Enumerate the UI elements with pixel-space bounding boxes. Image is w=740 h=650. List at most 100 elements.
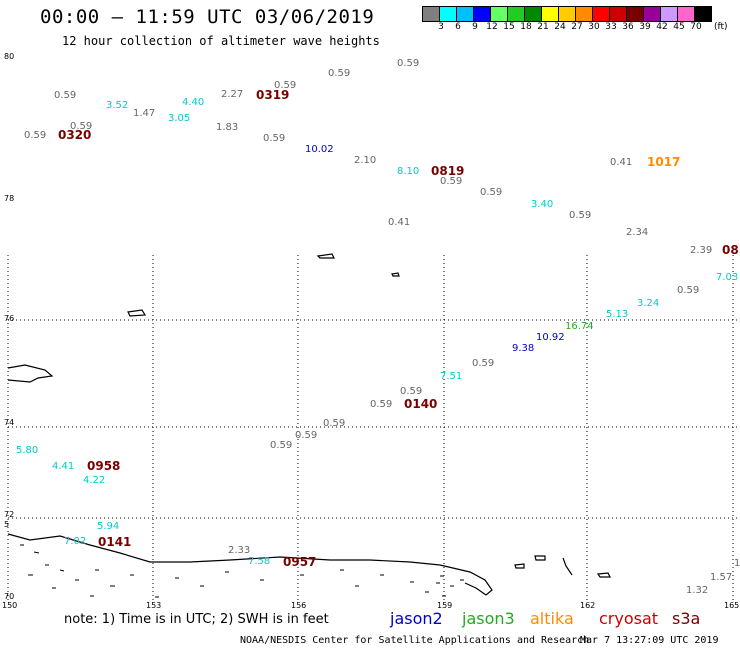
obs-label: 2.33 (228, 545, 251, 556)
island-d (596, 572, 611, 578)
satellite-cryosat: cryosat (599, 609, 659, 628)
legend-label: 21 (537, 22, 549, 32)
obs-label: 0.59 (569, 210, 592, 221)
legend-swatch (423, 7, 440, 21)
coastline-west-island (7, 364, 54, 383)
obs-label: 4.41 (52, 461, 75, 472)
obs-label: 7.03 (716, 272, 739, 283)
lat-label-80: 80 (4, 52, 15, 61)
obs-label: 0.59 (70, 121, 93, 132)
obs-label: 0.59 (400, 386, 423, 397)
obs-label: 9.38 (512, 343, 535, 354)
obs-label: 0.59 (24, 130, 47, 141)
page-title: 00:00 – 11:59 UTC 03/06/2019 (40, 6, 375, 28)
legend-swatch (678, 7, 695, 21)
island-e (514, 563, 525, 569)
legend-label: 39 (639, 22, 651, 32)
obs-label: 1.32 (686, 585, 709, 596)
obs-label: 5.94 (97, 521, 120, 532)
legend-swatch (610, 7, 627, 21)
obs-label: 2.34 (626, 227, 649, 238)
lon-label-159: 159 (437, 601, 453, 610)
satellite-s3a: s3a (672, 609, 701, 628)
obs-label: 4.22 (83, 475, 106, 486)
obs-label: 0.59 (677, 285, 700, 296)
pass-time-label: 0140 (404, 397, 438, 411)
obs-label: 0.59 (54, 90, 77, 101)
obs-label: 3.05 (168, 113, 191, 124)
color-legend (422, 6, 712, 22)
obs-label: 7.51 (440, 371, 463, 382)
lat-label-72: 72 (4, 510, 15, 519)
obs-label: 7.02 (64, 536, 87, 547)
legend-label: 33 (605, 22, 617, 32)
obs-label: 1 (734, 558, 740, 569)
page-subtitle: 12 hour collection of altimeter wave hei… (62, 34, 380, 48)
obs-label: 0.59 (472, 358, 495, 369)
note-text: note: 1) Time is in UTC; 2) SWH is in fe… (64, 612, 329, 627)
legend-label: 18 (520, 22, 532, 32)
legend-label: 12 (486, 22, 498, 32)
lon-label-165: 165 (724, 601, 740, 610)
legend-label: 9 (472, 22, 478, 32)
legend-label: 42 (656, 22, 668, 32)
obs-label: 0.59 (397, 58, 420, 69)
obs-label: 0.59 (274, 80, 297, 91)
pass-time-label: 08 (722, 243, 739, 257)
obs-label: 8.10 (397, 166, 420, 177)
legend-label: 3 (438, 22, 444, 32)
legend-label: 15 (503, 22, 515, 32)
obs-label: 0.59 (323, 418, 346, 429)
obs-label: 0.41 (610, 157, 633, 168)
island-f (562, 557, 573, 576)
obs-label: 0.59 (263, 133, 286, 144)
pass-time-label: 0957 (283, 555, 317, 569)
pass-time-label: 0319 (256, 88, 290, 102)
obs-label: 16.74 (565, 321, 594, 332)
legend-label: 70 (690, 22, 702, 32)
legend-swatch (627, 7, 644, 21)
legend-swatch (576, 7, 593, 21)
obs-label: 0.59 (440, 176, 463, 187)
lat-label-74: 74 (4, 418, 15, 427)
legend-swatch (508, 7, 525, 21)
legend-swatch (593, 7, 610, 21)
legend-swatch (661, 7, 678, 21)
lon-label-162: 162 (580, 601, 596, 610)
obs-label: 1.57 (710, 572, 733, 583)
obs-label: 5.80 (16, 445, 39, 456)
pass-time-label: 0958 (87, 459, 121, 473)
legend-swatch (542, 7, 559, 21)
obs-label: 0.59 (328, 68, 351, 79)
obs-label: 1.83 (216, 122, 239, 133)
obs-label: 2.39 (690, 245, 713, 256)
island-a (127, 309, 147, 317)
legend-label: 6 (455, 22, 461, 32)
island-c (391, 272, 400, 277)
obs-label: 10.92 (536, 332, 565, 343)
island-b (316, 253, 335, 259)
obs-label: 3.52 (106, 100, 129, 111)
legend-swatch (695, 7, 711, 21)
lat-label-76: 76 (4, 314, 15, 323)
lon-label-156: 156 (291, 601, 307, 610)
legend-swatch (525, 7, 542, 21)
obs-label: 5.13 (606, 309, 629, 320)
satellite-jason2: jason2 (390, 609, 443, 628)
legend-label: 36 (622, 22, 634, 32)
obs-label: 0.59 (370, 399, 393, 410)
obs-label: 3.24 (637, 298, 660, 309)
pass-time-label: 0819 (431, 164, 465, 178)
obs-label: 10.02 (305, 144, 334, 155)
legend-swatch (474, 7, 491, 21)
coastline-mainland (7, 533, 493, 596)
island-g (534, 555, 546, 561)
obs-label: 1.47 (133, 108, 156, 119)
obs-label: 2.27 (221, 89, 244, 100)
pass-time-label: 0141 (98, 535, 132, 549)
legend-label: 24 (554, 22, 566, 32)
satellite-altika: altika (530, 609, 574, 628)
lat-label-70: 70 (4, 592, 15, 601)
obs-label: 2.10 (354, 155, 377, 166)
